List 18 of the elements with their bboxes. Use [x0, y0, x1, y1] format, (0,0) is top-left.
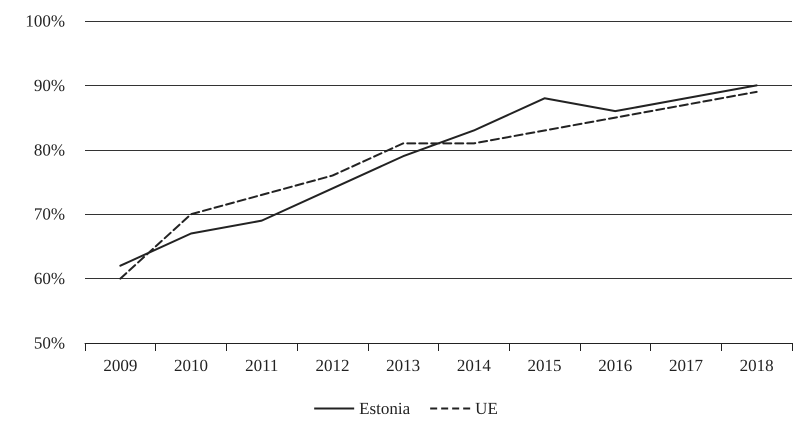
x-tick-label: 2017 — [668, 356, 704, 375]
x-tick-label: 2010 — [174, 356, 208, 375]
x-tick-label: 2009 — [103, 356, 138, 375]
legend-label: Estonia — [359, 399, 411, 418]
x-tick-label: 2012 — [315, 356, 350, 375]
x-tick-label: 2018 — [740, 356, 774, 375]
y-tick-label: 70% — [34, 204, 65, 224]
y-tick-label: 80% — [34, 140, 65, 160]
y-tick-label: 100% — [25, 12, 65, 30]
x-tick-label: 2016 — [598, 356, 632, 375]
y-tick-label: 60% — [34, 269, 65, 288]
x-tick-label: 2014 — [456, 356, 492, 375]
y-tick-label: 50% — [34, 334, 65, 352]
legend-label: UE — [475, 399, 498, 418]
x-tick-label: 2011 — [245, 356, 278, 375]
x-tick-label: 2013 — [386, 356, 420, 375]
y-tick-label: 90% — [34, 76, 65, 95]
x-tick-label: 2015 — [528, 356, 562, 375]
